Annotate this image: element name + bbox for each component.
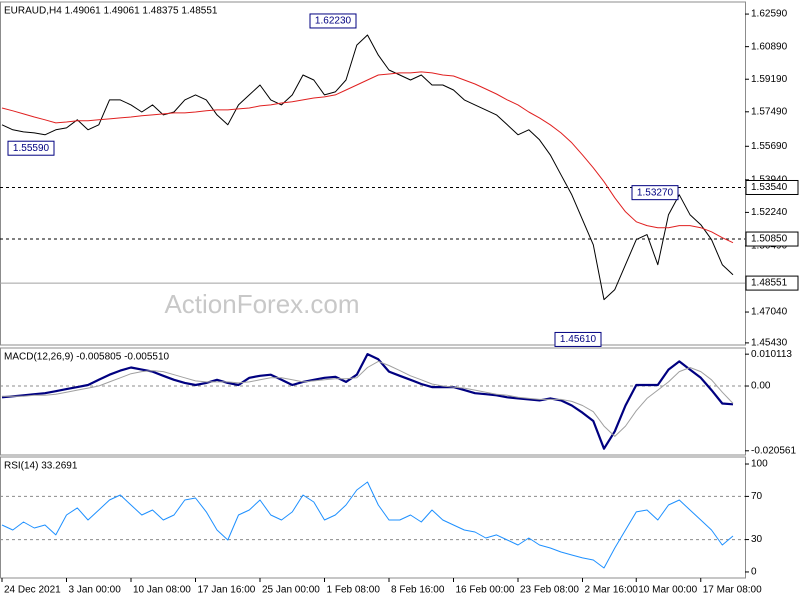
y-tick-label: 1.52240 <box>751 207 788 218</box>
price-flag <box>309 13 357 29</box>
x-tick-label: 17 Mar 08:00 <box>703 585 762 596</box>
panel-frame <box>0 347 746 456</box>
level-label-box <box>745 179 799 195</box>
y-tick-label: 1.59190 <box>751 74 788 85</box>
price-flag <box>631 185 679 201</box>
y-tick-label: 1.62590 <box>751 9 788 20</box>
panel-frame <box>0 1 746 346</box>
series-line <box>1 481 734 569</box>
x-tick-label: 24 Dec 2021 <box>4 585 61 596</box>
y-tick-label: 30 <box>751 534 763 545</box>
y-tick-label: 1.45430 <box>751 338 788 349</box>
price-flag <box>7 140 55 156</box>
y-tick-label: 0.010113 <box>751 349 792 360</box>
x-tick-label: 1 Feb 08:00 <box>327 585 381 596</box>
price-flag-label: 1.55590 <box>13 143 50 154</box>
y-tick-label: 1.57490 <box>751 106 788 117</box>
x-tick-label: 17 Jan 16:00 <box>198 585 256 596</box>
y-tick-label: 70 <box>751 491 763 502</box>
x-tick-label: 10 Mar 00:00 <box>638 585 697 596</box>
series-line <box>1 34 734 301</box>
panel-frame <box>0 456 746 579</box>
x-tick-label: 3 Jan 00:00 <box>69 585 122 596</box>
price-flag-label: 1.45610 <box>560 334 597 345</box>
price-flag-label: 1.53270 <box>637 187 674 198</box>
x-tick-label: 10 Jan 08:00 <box>133 585 191 596</box>
series-line <box>1 353 734 450</box>
y-tick-label: 1.55690 <box>751 141 788 152</box>
level-label: 1.50850 <box>751 234 788 245</box>
panel-title: EURAUD,H4 1.49061 1.49061 1.48375 1.4855… <box>4 6 218 17</box>
panel-title: RSI(14) 33.2691 <box>4 461 78 472</box>
x-tick-label: 25 Jan 00:00 <box>262 585 320 596</box>
x-tick-label: 23 Feb 08:00 <box>520 585 579 596</box>
y-tick-label: 1.60890 <box>751 41 788 52</box>
y-tick-label: 1.53940 <box>751 174 788 185</box>
level-label: 1.53540 <box>751 182 788 193</box>
y-tick-label: 100 <box>751 459 768 470</box>
last-price-box <box>745 275 799 291</box>
y-tick-label: -0.020561 <box>751 445 796 456</box>
last-price-label: 1.48551 <box>751 278 788 289</box>
y-tick-label: 0 <box>751 567 757 578</box>
x-tick-label: 16 Feb 00:00 <box>456 585 515 596</box>
watermark: ActionForex.com <box>164 289 359 319</box>
price-flag <box>554 331 602 347</box>
y-tick-label: 1.47040 <box>751 307 788 318</box>
level-label-box <box>745 231 799 247</box>
price-flag-label: 1.62230 <box>315 16 352 27</box>
x-tick-label: 8 Feb 16:00 <box>391 585 445 596</box>
panel-title: MACD(12,26,9) -0.005805 -0.005510 <box>4 352 170 363</box>
x-tick-label: 2 Mar 16:00 <box>585 585 639 596</box>
series-line <box>2 360 734 437</box>
series-line <box>1 71 734 244</box>
y-tick-label: 0.00 <box>751 381 771 392</box>
